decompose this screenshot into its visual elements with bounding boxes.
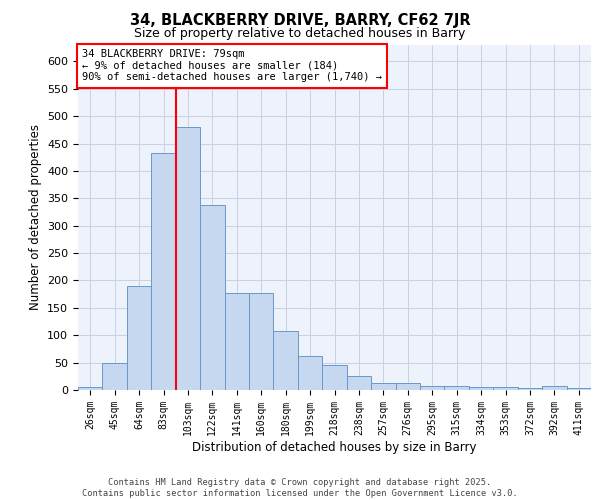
Bar: [103, 362, 127, 390]
Text: Size of property relative to detached houses in Barry: Size of property relative to detached ho…: [134, 28, 466, 40]
X-axis label: Distribution of detached houses by size in Barry: Distribution of detached houses by size …: [192, 440, 477, 454]
Bar: [469, 388, 493, 390]
Y-axis label: Number of detached properties: Number of detached properties: [29, 124, 41, 310]
Bar: [274, 331, 298, 390]
Bar: [445, 386, 469, 390]
Bar: [542, 386, 566, 390]
Bar: [493, 388, 518, 390]
Bar: [518, 388, 542, 390]
Bar: [176, 127, 200, 390]
Bar: [420, 386, 445, 390]
Bar: [395, 384, 420, 390]
Bar: [347, 376, 371, 390]
Text: Contains HM Land Registry data © Crown copyright and database right 2025.
Contai: Contains HM Land Registry data © Crown c…: [82, 478, 518, 498]
Bar: [249, 292, 274, 390]
Bar: [224, 292, 249, 390]
Bar: [322, 366, 347, 390]
Bar: [78, 388, 103, 390]
Bar: [151, 153, 176, 390]
Text: 34 BLACKBERRY DRIVE: 79sqm
← 9% of detached houses are smaller (184)
90% of semi: 34 BLACKBERRY DRIVE: 79sqm ← 9% of detac…: [82, 49, 382, 82]
Bar: [127, 286, 151, 390]
Bar: [298, 356, 322, 390]
Text: 34, BLACKBERRY DRIVE, BARRY, CF62 7JR: 34, BLACKBERRY DRIVE, BARRY, CF62 7JR: [130, 12, 470, 28]
Bar: [566, 388, 591, 390]
Bar: [200, 205, 224, 390]
Bar: [371, 384, 395, 390]
